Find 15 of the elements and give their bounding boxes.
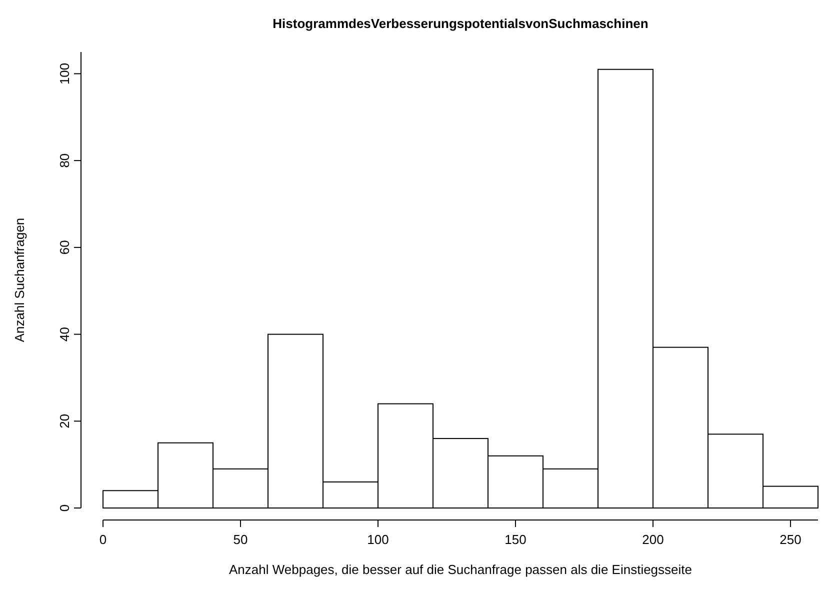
x-tick-label: 200 (642, 532, 664, 547)
y-tick-label: 80 (57, 153, 72, 168)
y-tick-label: 20 (57, 414, 72, 428)
x-tick-label: 50 (233, 532, 248, 547)
x-tick-label: 0 (99, 532, 107, 547)
chart-title: HistogrammdesVerbesserungspotentialsvonSuchmaschinen (272, 16, 648, 31)
x-tick-label: 100 (367, 532, 389, 547)
y-tick-label: 60 (57, 240, 72, 255)
x-tick-label: 150 (504, 532, 526, 547)
x-axis-title: Anzahl Webpages, die besser auf die Suchanfrage passen als die Einstiegsseite (229, 562, 692, 577)
y-axis-title: Anzahl Suchanfragen (12, 218, 27, 342)
y-tick-label: 100 (57, 62, 72, 85)
y-tick-label: 0 (57, 504, 72, 512)
x-tick-label: 250 (780, 532, 802, 547)
y-tick-label: 40 (57, 327, 72, 342)
